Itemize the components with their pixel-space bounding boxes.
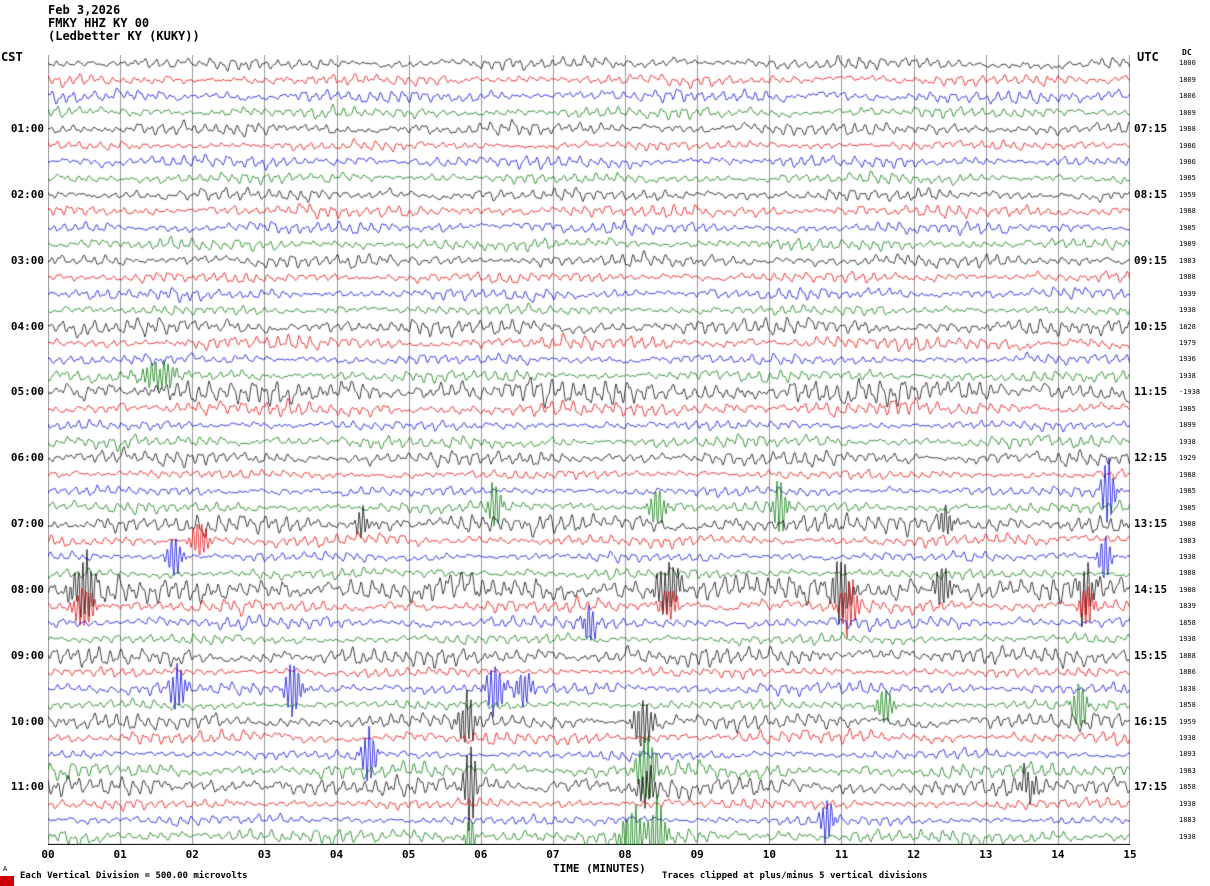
dc-offset-value: 1988 — [1179, 125, 1196, 134]
left-time-label: 07:00 — [10, 517, 44, 531]
x-axis-tick: 05 — [402, 848, 416, 861]
x-axis-tick: 09 — [690, 848, 704, 861]
x-axis-tick: 03 — [257, 848, 272, 861]
left-timezone-label: CST — [1, 50, 23, 64]
right-time-label: 17:15 — [1134, 780, 1168, 794]
dc-offset-value: 1888 — [1179, 651, 1196, 660]
dc-offset-value: 1988 — [1179, 585, 1196, 594]
left-time-label: 08:00 — [10, 582, 44, 596]
right-time-label: 12:15 — [1134, 451, 1168, 465]
dc-offset-value: 1985 — [1179, 223, 1196, 232]
left-time-label: 05:00 — [10, 385, 44, 399]
dc-offset-value: 1988 — [1179, 207, 1196, 216]
x-axis-tick: 06 — [474, 848, 488, 861]
dc-offset-value: 1858 — [1179, 618, 1196, 627]
left-time-label: 04:00 — [10, 319, 44, 333]
left-time-label: 10:00 — [10, 714, 44, 728]
dc-offset-value: 1985 — [1179, 487, 1196, 496]
bottom-left-marker: A — [3, 865, 8, 873]
x-axis-tick: 07 — [546, 848, 560, 861]
dc-offset-value: 1979 — [1179, 339, 1196, 348]
right-time-label: 10:15 — [1134, 319, 1168, 333]
dc-offset-value: 1986 — [1179, 141, 1196, 150]
right-timezone-label: UTC — [1137, 50, 1159, 64]
dc-offset-value: 1938 — [1179, 552, 1196, 561]
dc-offset-value: 1985 — [1179, 174, 1196, 183]
dc-offset-value: 1936 — [1179, 355, 1196, 364]
dc-offset-value: 1938 — [1179, 635, 1196, 644]
dc-offset-value: 1939 — [1179, 289, 1196, 298]
dc-offset-value: 1800 — [1179, 59, 1196, 68]
dc-offset-value: 1989 — [1179, 240, 1196, 249]
x-axis-tick: 14 — [1051, 848, 1065, 861]
left-time-label: 06:00 — [10, 451, 44, 465]
dc-offset-value: 1828 — [1179, 322, 1196, 331]
dc-offset-value: 1985 — [1179, 503, 1196, 512]
right-time-label: 09:15 — [1134, 253, 1168, 267]
x-axis-title: TIME (MINUTES) — [553, 862, 646, 875]
dc-offset-value: 1938 — [1179, 371, 1196, 380]
dc-offset-value: 1959 — [1179, 190, 1196, 199]
dc-offset-value: 1959 — [1179, 717, 1196, 726]
right-time-label: 13:15 — [1134, 517, 1168, 531]
dc-offset-value: 1809 — [1179, 108, 1196, 117]
x-axis-tick: 08 — [618, 848, 632, 861]
footer-scale-note: Each Vertical Division = 500.00 microvol… — [20, 871, 248, 881]
x-axis-tick: 04 — [329, 848, 344, 861]
dc-offset-value: 1938 — [1179, 799, 1196, 808]
dc-offset-value: 1858 — [1179, 701, 1196, 710]
left-time-label: 03:00 — [10, 253, 44, 267]
x-axis-tick: 12 — [906, 848, 921, 861]
dc-offset-value: 1809 — [1179, 75, 1196, 84]
x-axis-tick: 13 — [979, 848, 993, 861]
dc-offset-value: 1806 — [1179, 92, 1196, 101]
left-time-label: 01:00 — [10, 122, 44, 136]
dc-offset-value: 1988 — [1179, 569, 1196, 578]
x-axis-tick: 15 — [1123, 848, 1137, 861]
header-date: Feb 3,2026 — [48, 3, 121, 17]
x-axis-tick: 02 — [185, 848, 199, 861]
seismogram-traces-canvas — [48, 55, 1130, 845]
right-time-label: 11:15 — [1134, 385, 1168, 399]
dc-offset-value: 1983 — [1179, 256, 1196, 265]
red-scale-block — [0, 876, 14, 886]
right-time-label: 07:15 — [1134, 122, 1168, 136]
dc-offset-value: 1983 — [1179, 536, 1196, 545]
dc-offset-value: 1858 — [1179, 783, 1196, 792]
right-time-label: 08:15 — [1134, 187, 1168, 201]
dc-column-header: DC — [1182, 48, 1192, 57]
x-axis-tick: 00 — [41, 848, 55, 861]
dc-offset-value: 1838 — [1179, 684, 1196, 693]
dc-offset-value: 1983 — [1179, 766, 1196, 775]
dc-offset-value: -1938 — [1179, 388, 1201, 397]
dc-offset-value: 1893 — [1179, 750, 1196, 759]
dc-offset-value: 1938 — [1179, 734, 1196, 743]
footer-clip-note: Traces clipped at plus/minus 5 vertical … — [662, 871, 928, 881]
dc-offset-value: 1938 — [1179, 832, 1196, 841]
header-station-code: FMKY HHZ KY 00 — [48, 16, 150, 30]
x-axis-tick: 01 — [113, 848, 127, 861]
dc-offset-value: 1985 — [1179, 404, 1196, 413]
dc-offset-value: 1988 — [1179, 520, 1196, 529]
left-time-label: 09:00 — [10, 648, 44, 662]
x-axis-tick: 11 — [834, 848, 849, 861]
dc-offset-value: 1839 — [1179, 602, 1196, 611]
dc-offset-value: 1988 — [1179, 470, 1196, 479]
left-time-label: 02:00 — [10, 187, 44, 201]
right-time-label: 14:15 — [1134, 582, 1168, 596]
dc-offset-value: 1886 — [1179, 668, 1196, 677]
right-time-label: 16:15 — [1134, 714, 1168, 728]
x-axis-tick: 10 — [762, 848, 776, 861]
header-station-location: (Ledbetter KY (KUKY)) — [48, 29, 200, 43]
dc-offset-value: 1929 — [1179, 454, 1196, 463]
right-time-label: 15:15 — [1134, 648, 1168, 662]
dc-offset-value: 1938 — [1179, 306, 1196, 315]
dc-offset-value: 1938 — [1179, 437, 1196, 446]
dc-offset-value: 1883 — [1179, 816, 1196, 825]
dc-offset-value: 1899 — [1179, 421, 1196, 430]
left-time-label: 11:00 — [10, 780, 44, 794]
dc-offset-value: 1988 — [1179, 273, 1196, 282]
dc-offset-value: 1986 — [1179, 157, 1196, 166]
